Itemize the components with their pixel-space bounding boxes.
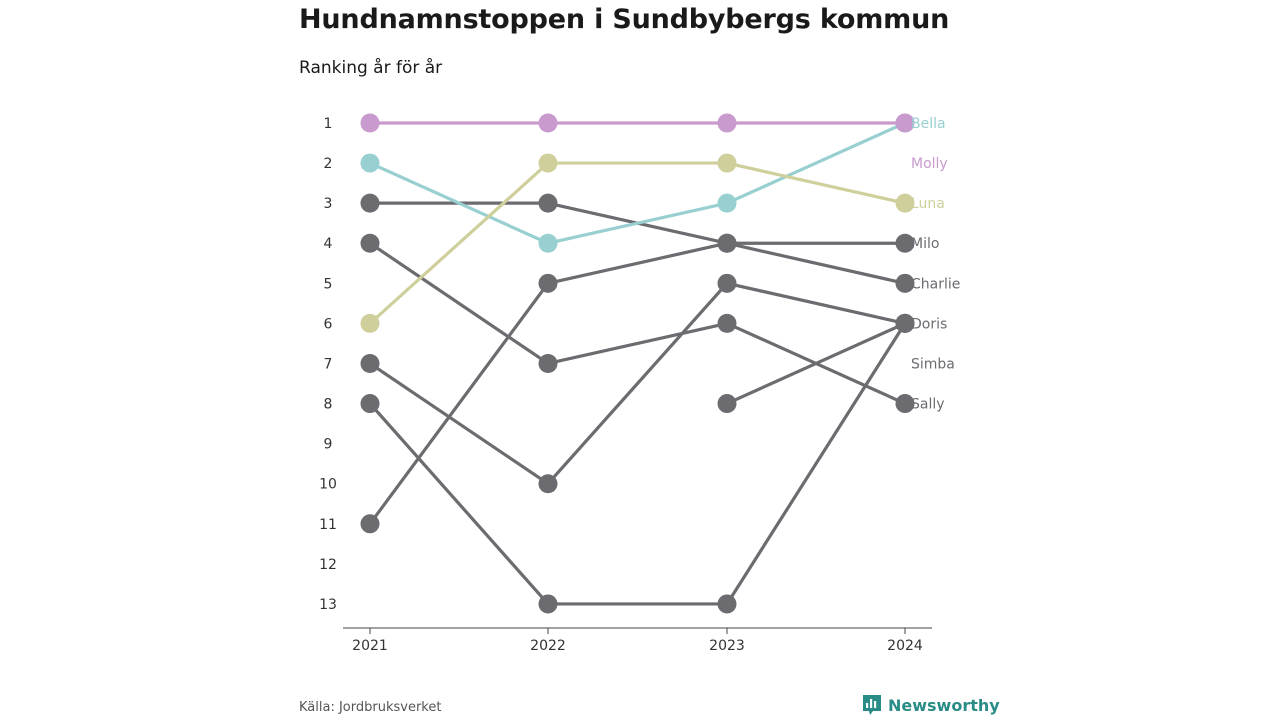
series-point-milo[interactable] xyxy=(538,273,558,293)
y-tick-label: 9 xyxy=(324,437,333,453)
series-point-sally[interactable] xyxy=(895,394,915,414)
series-point[interactable] xyxy=(717,273,737,293)
series-line-bella xyxy=(368,121,907,245)
series-point-luna[interactable] xyxy=(360,313,380,333)
x-tick-label: 2024 xyxy=(887,638,923,654)
end-label-molly: Molly xyxy=(911,156,948,172)
y-tick-label: 7 xyxy=(324,356,333,372)
series-point-molly[interactable] xyxy=(717,113,737,133)
series-point-luna[interactable] xyxy=(717,153,737,173)
x-tick-label: 2022 xyxy=(530,638,566,654)
series-line xyxy=(368,281,907,486)
series-point-doris[interactable] xyxy=(538,594,558,614)
series-point-bella[interactable] xyxy=(360,153,380,173)
series-point-sally[interactable] xyxy=(717,313,737,333)
end-label-luna: Luna xyxy=(911,196,945,212)
series-point[interactable] xyxy=(717,394,737,414)
end-label-simba: Simba xyxy=(911,356,955,372)
x-tick-label: 2023 xyxy=(709,638,745,654)
y-tick-label: 6 xyxy=(324,316,333,332)
y-tick-label: 8 xyxy=(324,397,333,413)
end-label-sally: Sally xyxy=(911,397,945,413)
series-point-molly[interactable] xyxy=(360,113,380,133)
y-tick-label: 1 xyxy=(324,116,333,132)
series-point-charlie[interactable] xyxy=(895,273,915,293)
y-tick-label: 2 xyxy=(324,156,333,172)
y-tick-label: 11 xyxy=(319,517,337,533)
y-tick-label: 12 xyxy=(319,557,337,573)
y-tick-label: 13 xyxy=(319,597,337,613)
source-note: Källa: Jordbruksverket xyxy=(299,700,442,715)
series-line-luna xyxy=(368,161,907,325)
series-point-milo[interactable] xyxy=(360,514,380,534)
end-label-milo: Milo xyxy=(911,236,939,252)
series-line xyxy=(725,321,907,406)
series-point-molly[interactable] xyxy=(538,113,558,133)
series-line-sally xyxy=(368,241,907,406)
series-line-milo xyxy=(368,241,907,526)
chart-title: Hundnamnstoppen i Sundbybergs kommun xyxy=(299,4,950,35)
series-point[interactable] xyxy=(538,474,558,494)
series-point-luna[interactable] xyxy=(538,153,558,173)
y-tick-label: 10 xyxy=(319,477,337,493)
series-point-sally[interactable] xyxy=(538,353,558,373)
brand-logo[interactable]: Newsworthy xyxy=(862,694,1000,716)
series-point-sally[interactable] xyxy=(360,233,380,253)
x-tick-label: 2021 xyxy=(352,638,388,654)
series-point-molly[interactable] xyxy=(895,113,915,133)
y-tick-label: 5 xyxy=(324,276,333,292)
newsworthy-logo-icon xyxy=(862,694,882,716)
series-point-luna[interactable] xyxy=(895,193,915,213)
series-point-doris[interactable] xyxy=(360,394,380,414)
series-line-doris xyxy=(368,321,907,606)
end-label-charlie: Charlie xyxy=(911,276,960,292)
series-point-bella[interactable] xyxy=(717,193,737,213)
y-tick-label: 3 xyxy=(324,196,333,212)
series-point[interactable] xyxy=(895,313,915,333)
chart-subtitle: Ranking år för år xyxy=(299,58,443,78)
series-point-charlie[interactable] xyxy=(717,233,737,253)
x-axis-ticks: 2021 2022 2023 2024 xyxy=(352,628,923,654)
series-point-milo[interactable] xyxy=(895,233,915,253)
series-lines xyxy=(368,121,907,606)
end-label-doris: Doris xyxy=(911,316,947,332)
brand-name: Newsworthy xyxy=(888,695,1000,715)
series-point-charlie[interactable] xyxy=(360,193,380,213)
series-point-doris[interactable] xyxy=(717,594,737,614)
end-label-bella: Bella xyxy=(911,116,946,132)
series-points xyxy=(360,113,915,614)
y-tick-label: 4 xyxy=(324,236,333,252)
series-point-charlie[interactable] xyxy=(538,193,558,213)
series-point[interactable] xyxy=(360,353,380,373)
series-point-bella[interactable] xyxy=(538,233,558,253)
end-labels: Bella Molly Luna Milo Charlie Doris Simba Sally xyxy=(911,116,960,413)
